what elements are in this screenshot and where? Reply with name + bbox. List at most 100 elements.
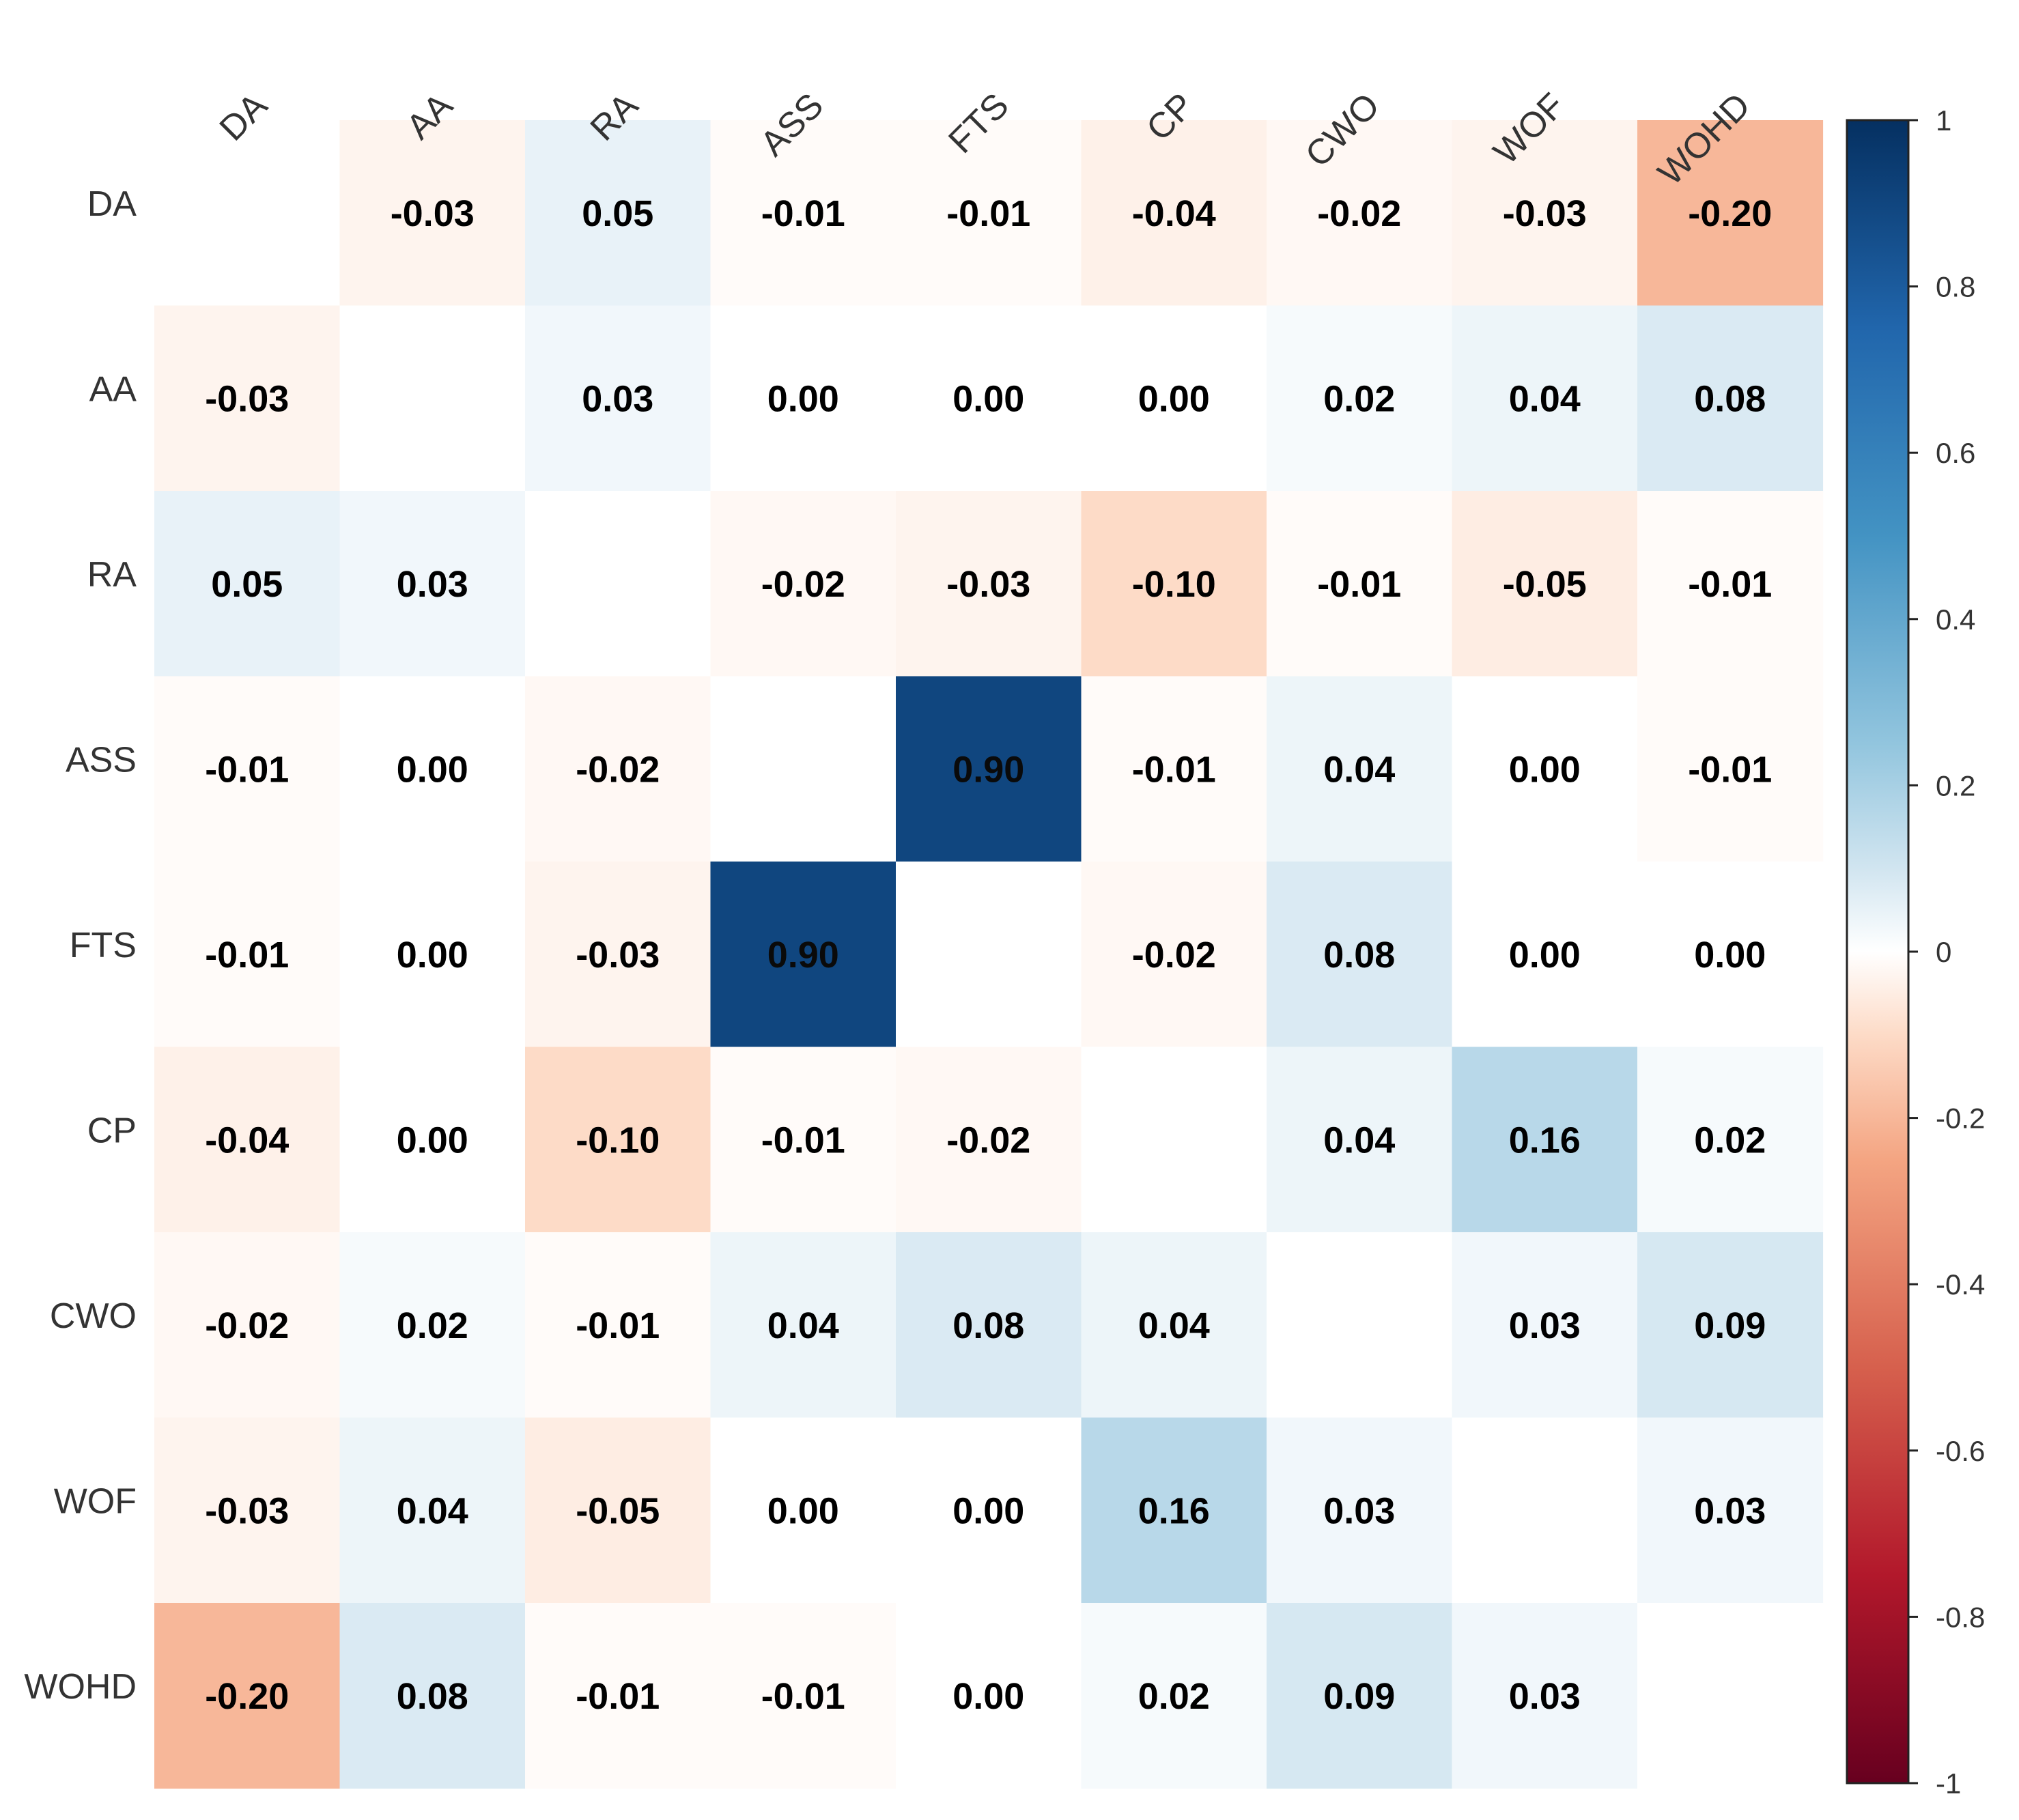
row-label-fts: FTS bbox=[70, 926, 137, 965]
colorbar-tick-label: -0.6 bbox=[1936, 1435, 1985, 1467]
cell-value-label: 0.00 bbox=[952, 1676, 1024, 1717]
cell-value-label: -0.03 bbox=[946, 564, 1030, 605]
cell-value-label: 0.09 bbox=[1323, 1676, 1395, 1717]
cell-value-label: 0.00 bbox=[952, 1490, 1024, 1531]
cell-value-label: 0.08 bbox=[1323, 935, 1395, 976]
heatmap-cell-wof-cp bbox=[1081, 1417, 1267, 1604]
cell-value-label: -0.03 bbox=[205, 378, 289, 419]
heatmap-cell-cwo-wohd bbox=[1637, 1232, 1824, 1419]
heatmap-cell-da-cwo bbox=[1267, 120, 1453, 307]
cell-value-label: 0.04 bbox=[1138, 1305, 1210, 1346]
heatmap-cell-wof-wof bbox=[1452, 1417, 1638, 1604]
cell-value-label: 0.08 bbox=[1694, 378, 1766, 419]
heatmap-cell-ra-fts bbox=[896, 491, 1082, 677]
heatmap-cell-cwo-cp bbox=[1081, 1232, 1267, 1419]
heatmap-cell-wof-cwo bbox=[1267, 1417, 1453, 1604]
cell-value-label: 0.04 bbox=[397, 1490, 468, 1531]
cell-value-label: -0.01 bbox=[205, 749, 289, 790]
heatmap-cell-da-ass bbox=[710, 120, 896, 307]
colorbar-tick-label: 0.6 bbox=[1936, 437, 1975, 469]
heatmap-cell-aa-cwo bbox=[1267, 305, 1453, 492]
cell-value-label: 0.02 bbox=[1323, 378, 1395, 419]
cell-value-label: -0.20 bbox=[1688, 193, 1772, 234]
cell-value-label: -0.01 bbox=[1132, 749, 1216, 790]
cell-value-label: 0.00 bbox=[952, 378, 1024, 419]
cell-value-label: -0.01 bbox=[576, 1676, 660, 1717]
heatmap-cell-cp-cp bbox=[1081, 1047, 1267, 1233]
heatmap-cell-aa-fts bbox=[896, 305, 1082, 492]
cell-value-label: -0.01 bbox=[946, 193, 1030, 234]
cell-value-label: 0.00 bbox=[1509, 749, 1581, 790]
heatmap-cell-cwo-wof bbox=[1452, 1232, 1638, 1419]
heatmap-cell-cp-wohd bbox=[1637, 1047, 1824, 1233]
cell-value-label: 0.02 bbox=[1694, 1120, 1766, 1161]
heatmap-cell-ra-wof bbox=[1452, 491, 1638, 677]
cell-value-label: -0.20 bbox=[205, 1676, 289, 1717]
colorbar-tick-label: 0.2 bbox=[1936, 769, 1975, 801]
row-label-da: DA bbox=[87, 184, 137, 224]
heatmap-cell-wohd-ass bbox=[710, 1603, 896, 1789]
heatmap-cell-ra-cwo bbox=[1267, 491, 1453, 677]
heatmap-cell-ass-ass bbox=[710, 676, 896, 862]
heatmap-cell-da-wohd bbox=[1637, 120, 1824, 307]
cell-value-label: 0.02 bbox=[397, 1305, 468, 1346]
heatmap-cell-cwo-aa bbox=[339, 1232, 526, 1419]
cell-value-label: -0.03 bbox=[576, 935, 660, 976]
colorbar-tick-label: -0.2 bbox=[1936, 1103, 1985, 1135]
cell-value-label: -0.01 bbox=[1688, 564, 1772, 605]
heatmap-cell-cwo-ass bbox=[710, 1232, 896, 1419]
cell-value-label: -0.10 bbox=[576, 1120, 660, 1161]
heatmap-cell-wof-ass bbox=[710, 1417, 896, 1604]
heatmap-cell-wohd-fts bbox=[896, 1603, 1082, 1789]
cell-value-label: -0.03 bbox=[391, 193, 475, 234]
heatmap-cell-cp-wof bbox=[1452, 1047, 1638, 1233]
cell-value-label: -0.02 bbox=[576, 749, 660, 790]
heatmap-cell-wohd-wof bbox=[1452, 1603, 1638, 1789]
cell-value-label: 0.03 bbox=[1509, 1305, 1581, 1346]
heatmap-cell-fts-da bbox=[154, 862, 341, 1048]
heatmap-cell-ra-ra bbox=[525, 491, 711, 677]
cell-value-label: -0.02 bbox=[761, 564, 845, 605]
heatmap-cell-ass-wohd bbox=[1637, 676, 1824, 862]
cell-value-label: -0.01 bbox=[1317, 564, 1401, 605]
cell-value-label: -0.05 bbox=[576, 1490, 660, 1531]
cell-value-label: 0.04 bbox=[1323, 749, 1395, 790]
cell-value-label: 0.90 bbox=[952, 749, 1024, 790]
cell-value-label: 0.00 bbox=[1694, 935, 1766, 976]
heatmap-cell-cp-cwo bbox=[1267, 1047, 1453, 1233]
heatmap-cell-wohd-ra bbox=[525, 1603, 711, 1789]
heatmap-cell-wohd-da bbox=[154, 1603, 341, 1789]
cell-value-label: -0.03 bbox=[1503, 193, 1587, 234]
heatmap-cell-ass-cp bbox=[1081, 676, 1267, 862]
heatmap-cell-labels: -0.03 0.05 -0.01 -0.01 -0.04 -0.02 -0.03 -0.20 -… bbox=[205, 193, 1772, 1717]
cell-value-label: 0.90 bbox=[767, 935, 839, 976]
cell-value-label: 0.00 bbox=[767, 378, 839, 419]
heatmap-cell-ass-cwo bbox=[1267, 676, 1453, 862]
heatmap-cell-cwo-cwo bbox=[1267, 1232, 1453, 1419]
heatmap-cell-ra-cp bbox=[1081, 491, 1267, 677]
colorbar-tick-label: 0.8 bbox=[1936, 271, 1975, 303]
heatmap-cell-aa-ra bbox=[525, 305, 711, 492]
colorbar: 1 0.8 0.6 0.4 0.2 0 -0.2 -0.4 -0.6 -0.8 -1 bbox=[1846, 104, 1985, 1800]
heatmap-cell-da-wof bbox=[1452, 120, 1638, 307]
heatmap-cell-fts-fts bbox=[896, 862, 1082, 1048]
heatmap-cell-fts-ra bbox=[525, 862, 711, 1048]
heatmap-cell-ass-aa bbox=[339, 676, 526, 862]
heatmap-cell-aa-wohd bbox=[1637, 305, 1824, 492]
heatmap-cell-aa-aa bbox=[339, 305, 526, 492]
cell-value-label: 0.16 bbox=[1138, 1490, 1210, 1531]
heatmap-cell-wof-da bbox=[154, 1417, 341, 1604]
heatmap-cell-aa-da bbox=[154, 305, 341, 492]
heatmap-cell-cwo-da bbox=[154, 1232, 341, 1419]
cell-value-label: -0.02 bbox=[1132, 935, 1216, 976]
cell-value-label: 0.05 bbox=[211, 564, 283, 605]
heatmap-cell-ra-wohd bbox=[1637, 491, 1824, 677]
cell-value-label: 0.04 bbox=[1323, 1120, 1395, 1161]
heatmap-cell-da-aa bbox=[339, 120, 526, 307]
heatmap-cell-fts-cwo bbox=[1267, 862, 1453, 1048]
colorbar-tick-label: -1 bbox=[1936, 1767, 1961, 1800]
heatmap-cell-wof-fts bbox=[896, 1417, 1082, 1604]
heatmap-cell-cwo-fts bbox=[896, 1232, 1082, 1419]
colorbar-tick-label: 1 bbox=[1936, 104, 1951, 137]
row-label-wof: WOF bbox=[54, 1481, 137, 1521]
